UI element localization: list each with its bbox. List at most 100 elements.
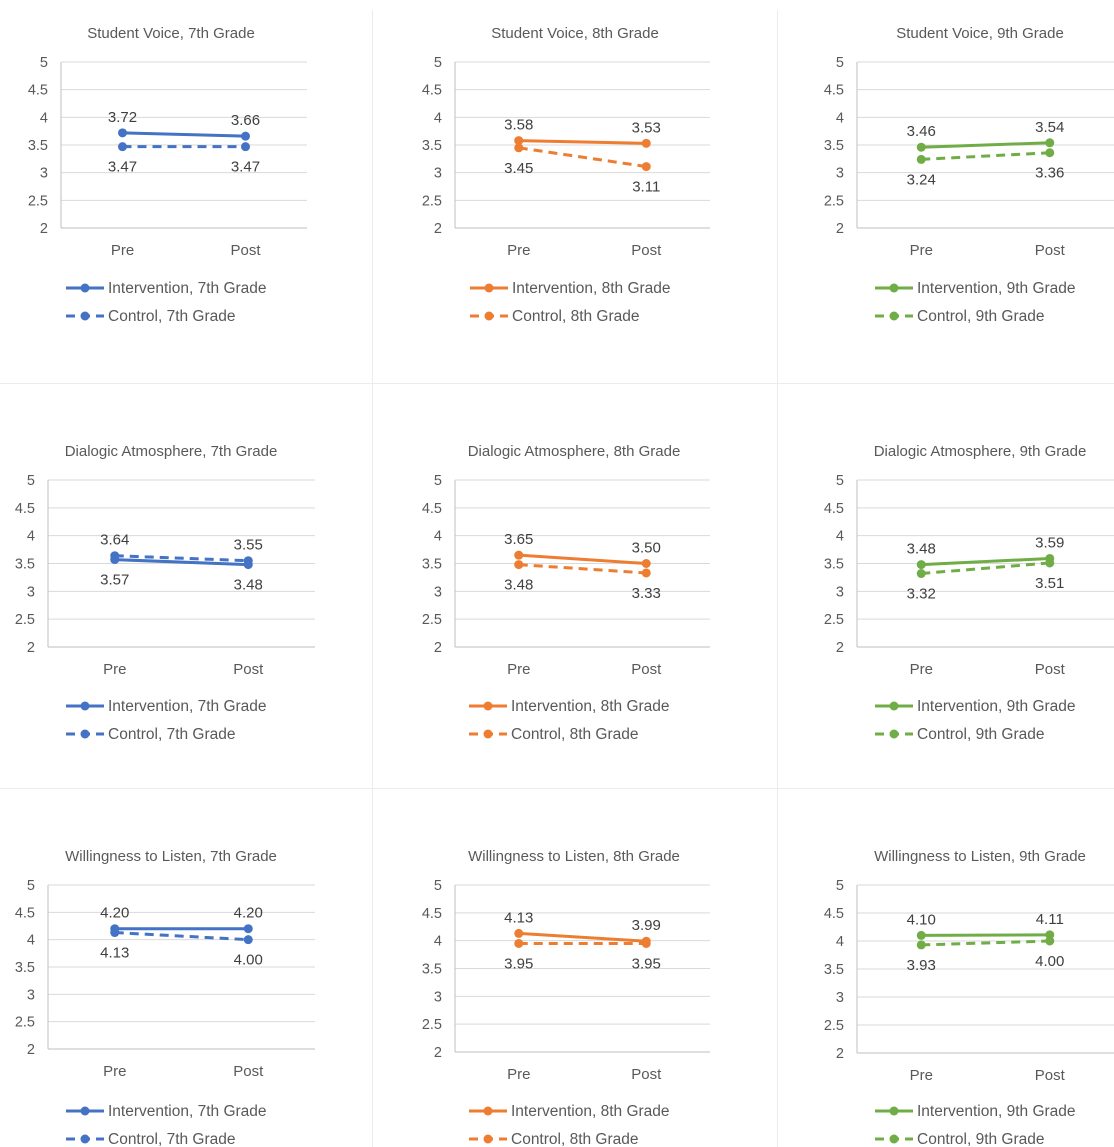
legend-marker (889, 311, 899, 321)
data-label: 3.32 (907, 586, 936, 603)
data-label: 3.95 (632, 955, 661, 972)
data-point (110, 928, 120, 938)
y-tick-label: 2.5 (824, 1018, 844, 1034)
data-label: 3.45 (504, 160, 533, 177)
data-label: 3.48 (234, 577, 263, 594)
legend-label: Intervention, 8th Grade (512, 280, 671, 297)
control-series-line (114, 931, 249, 942)
control-series-line (518, 146, 647, 169)
data-point (916, 560, 926, 570)
data-point (243, 924, 253, 934)
data-label: 3.50 (632, 540, 661, 557)
x-tick-label: Pre (910, 242, 933, 259)
data-label: 4.00 (1035, 953, 1064, 970)
data-label: 3.99 (632, 917, 661, 934)
data-point (118, 142, 127, 152)
intervention-series-line (518, 553, 647, 565)
legend-label: Control, 9th Grade (917, 1131, 1045, 1147)
x-tick-label: Post (631, 242, 662, 259)
row-divider (0, 788, 1114, 789)
data-label: 3.11 (632, 179, 660, 196)
chart-title: Dialogic Atmosphere, 7th Grade (65, 443, 278, 460)
x-tick-label: Pre (103, 661, 126, 678)
legend-marker (80, 283, 90, 293)
x-tick-label: Post (631, 1066, 662, 1083)
y-tick-label: 2 (836, 640, 844, 656)
legend-marker (889, 701, 899, 711)
legend-label: Control, 9th Grade (917, 726, 1045, 743)
y-tick-label: 4 (40, 110, 48, 126)
data-label: 3.55 (234, 537, 263, 554)
x-tick-label: Post (1035, 242, 1066, 259)
legend-label: Control, 7th Grade (108, 308, 236, 325)
data-label: 4.20 (100, 905, 129, 922)
x-tick-label: Pre (910, 1067, 933, 1084)
legend-marker (483, 729, 493, 739)
intervention-series-line (921, 933, 1050, 937)
y-tick-label: 3.5 (15, 960, 35, 976)
y-tick-label: 5 (27, 473, 35, 489)
legend-marker (80, 311, 90, 321)
y-tick-label: 2.5 (15, 1015, 35, 1031)
y-tick-label: 2.5 (824, 193, 844, 209)
legend-label: Control, 7th Grade (108, 726, 236, 743)
data-label: 3.46 (907, 123, 936, 140)
data-point (641, 559, 651, 568)
data-point (916, 940, 926, 950)
data-point (916, 142, 926, 152)
y-tick-label: 4 (27, 933, 35, 949)
chart-title: Student Voice, 8th Grade (491, 25, 659, 42)
chart-panel: Willingness to Listen, 9th Grade 5 4.5 4 3.5… (824, 848, 1114, 1147)
data-label: 3.33 (632, 585, 661, 602)
x-tick-label: Post (233, 661, 264, 678)
data-label: 3.47 (108, 159, 137, 176)
legend-marker (80, 1134, 90, 1144)
y-tick-label: 2.5 (15, 612, 35, 628)
legend-marker (889, 1106, 899, 1116)
data-label: 3.47 (231, 159, 260, 176)
chart-panel: Willingness to Listen, 8th Grade 5 4.5 4 3.5… (422, 848, 710, 1147)
y-tick-label: 4.5 (824, 501, 844, 517)
y-tick-label: 4 (434, 529, 442, 545)
control-series-line (921, 939, 1050, 947)
y-tick-label: 4 (434, 934, 442, 950)
data-point (514, 560, 524, 570)
row-divider (0, 383, 1114, 384)
x-tick-label: Pre (507, 1066, 530, 1083)
chart-panel: Student Voice, 7th Grade 5 4.5 4 3.5 3 2.5 2 Pre… (28, 25, 307, 325)
chart-title: Student Voice, 7th Grade (87, 25, 255, 42)
y-tick-label: 3.5 (824, 138, 844, 154)
data-label: 4.13 (100, 945, 129, 962)
legend-label: Intervention, 9th Grade (917, 280, 1076, 297)
y-tick-label: 3 (434, 584, 442, 600)
y-tick-label: 5 (434, 55, 442, 71)
legend-marker (80, 701, 90, 711)
data-point (514, 938, 524, 948)
x-tick-label: Post (1035, 661, 1066, 678)
legend-marker (889, 283, 899, 293)
data-point (243, 935, 253, 945)
chart-title: Dialogic Atmosphere, 9th Grade (874, 443, 1087, 460)
data-point (241, 142, 250, 152)
chart-panel: Dialogic Atmosphere, 7th Grade 5 4.5 4 3.5 3 2… (15, 443, 315, 743)
data-label: 3.57 (100, 572, 129, 589)
y-tick-label: 5 (836, 473, 844, 489)
control-series-line (114, 554, 249, 563)
intervention-series-line (114, 558, 249, 567)
y-tick-label: 2 (27, 640, 35, 656)
y-tick-label: 3 (836, 166, 844, 182)
legend-marker (889, 729, 899, 739)
y-tick-label: 2.5 (422, 193, 442, 209)
data-label: 3.58 (504, 117, 533, 134)
data-label: 3.48 (907, 541, 936, 558)
y-tick-label: 3.5 (422, 557, 442, 573)
legend-label: Control, 9th Grade (917, 308, 1045, 325)
x-tick-label: Pre (103, 1063, 126, 1080)
y-tick-label: 3.5 (824, 962, 844, 978)
chart-panel: Student Voice, 8th Grade54.543.532.52Pre… (422, 25, 710, 325)
y-tick-label: 3.5 (422, 962, 442, 978)
data-point (118, 128, 127, 138)
y-tick-label: 3 (836, 990, 844, 1006)
intervention-series-line (518, 139, 647, 145)
intervention-series-line (921, 556, 1050, 567)
